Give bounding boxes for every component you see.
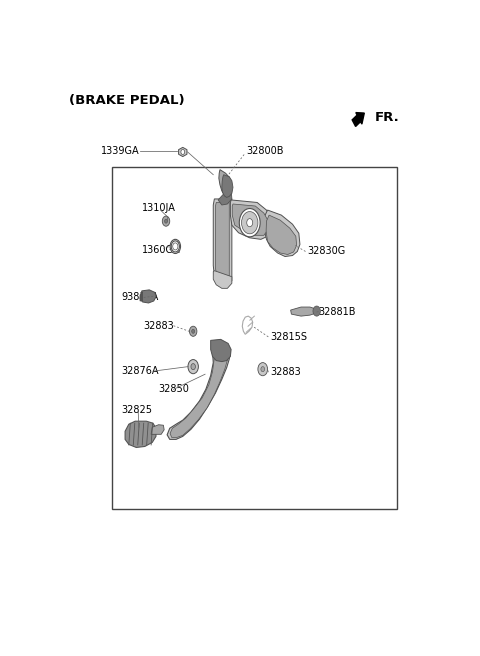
Circle shape [181,150,185,155]
Polygon shape [167,340,230,440]
Text: 32881B: 32881B [319,307,356,317]
Text: 1360GH: 1360GH [142,245,181,255]
Circle shape [313,306,321,316]
Text: 32876A: 32876A [121,366,159,376]
Circle shape [170,239,180,253]
Text: 32850: 32850 [158,384,190,394]
Polygon shape [230,200,271,239]
Text: 32830G: 32830G [307,247,346,256]
Polygon shape [140,292,143,301]
Polygon shape [151,424,164,434]
Circle shape [241,212,258,234]
Circle shape [162,216,170,226]
Polygon shape [140,290,156,303]
Circle shape [258,363,267,376]
Polygon shape [213,199,232,285]
Text: 32883: 32883 [144,321,174,331]
Text: 32800B: 32800B [246,146,284,157]
Text: 32883: 32883 [270,367,301,377]
Polygon shape [170,342,228,438]
Circle shape [192,329,195,333]
Circle shape [247,218,252,227]
Polygon shape [264,210,300,256]
Text: 93810A: 93810A [121,293,158,302]
Polygon shape [219,170,231,195]
Polygon shape [211,339,231,361]
Circle shape [188,359,198,374]
Text: 1339GA: 1339GA [101,146,140,157]
Polygon shape [125,421,156,447]
Circle shape [261,367,264,372]
Circle shape [240,209,260,237]
Bar [112,167,396,509]
Text: FR.: FR. [374,111,399,123]
Polygon shape [179,148,187,157]
Polygon shape [242,316,252,335]
Text: 1310JA: 1310JA [142,203,176,213]
Text: (BRAKE PEDAL): (BRAKE PEDAL) [69,94,185,107]
Text: 32815S: 32815S [270,332,307,342]
Circle shape [165,219,168,223]
Polygon shape [290,307,316,316]
Polygon shape [266,215,297,255]
Polygon shape [216,203,229,282]
FancyArrow shape [352,113,364,127]
Circle shape [191,363,195,370]
Text: 32825: 32825 [121,405,152,415]
Polygon shape [213,271,232,289]
Circle shape [190,326,197,337]
Polygon shape [222,174,233,197]
Polygon shape [218,189,232,205]
Polygon shape [232,204,268,236]
Circle shape [173,243,178,250]
